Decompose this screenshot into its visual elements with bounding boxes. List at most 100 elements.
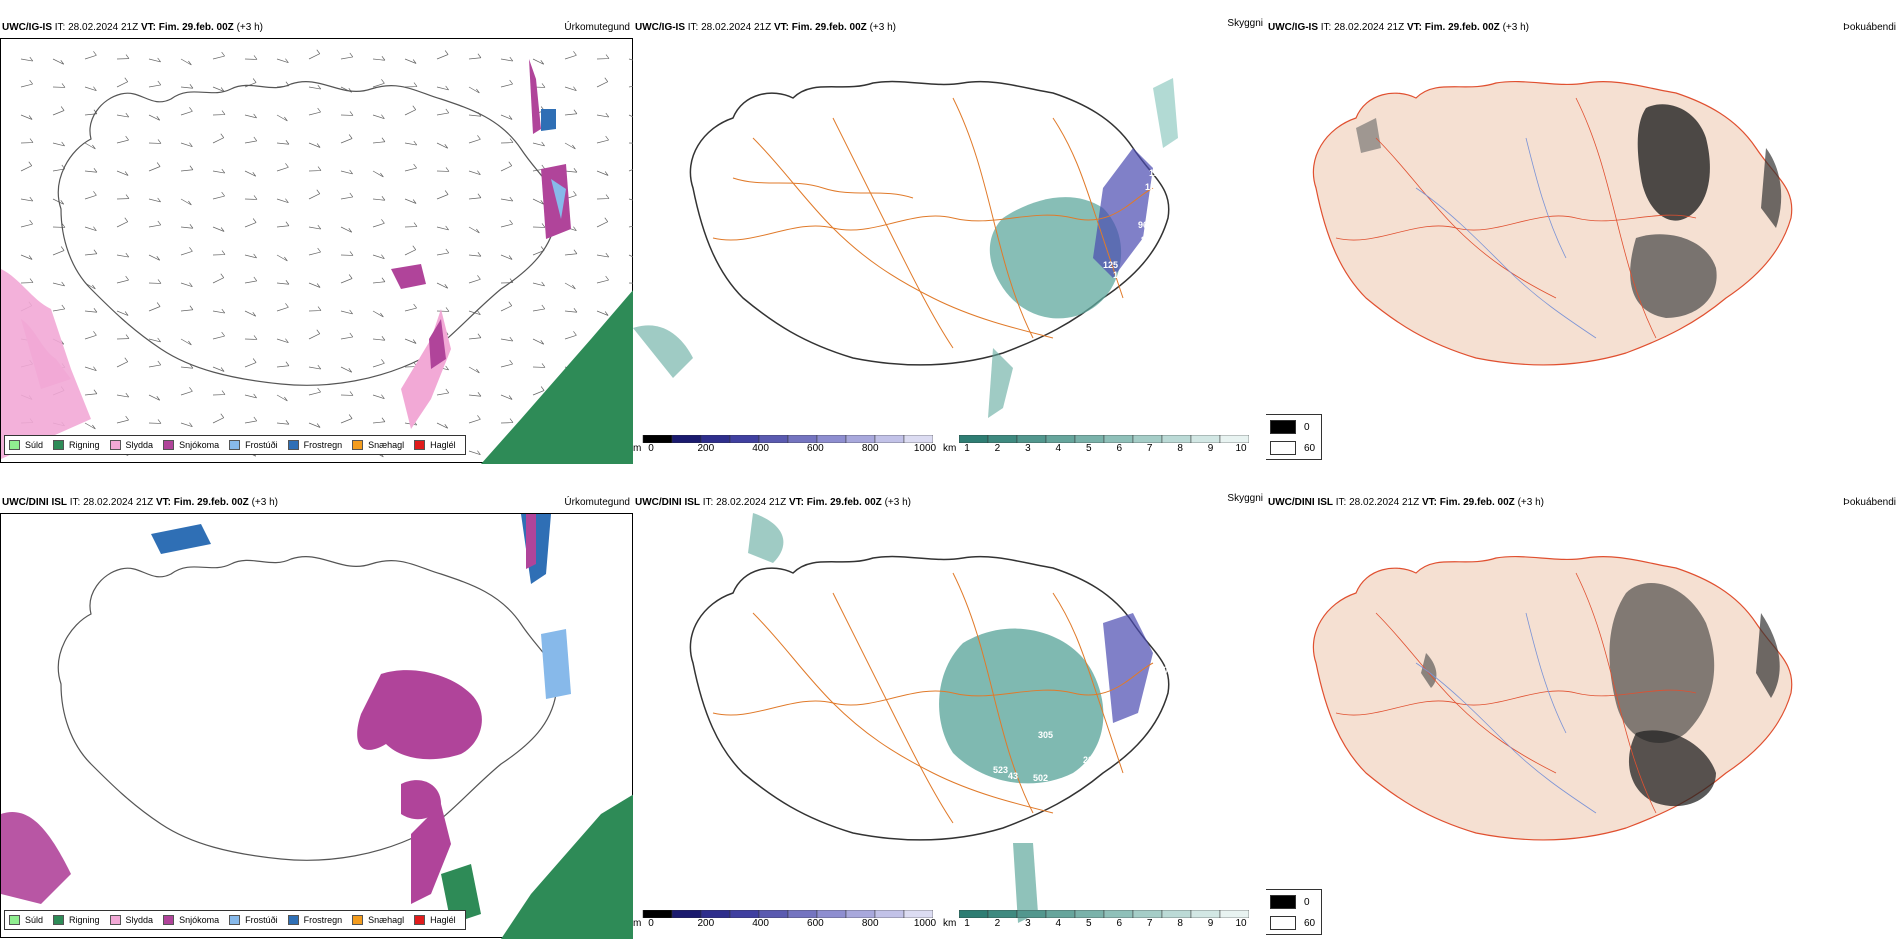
legend-item-5: Frostregn (287, 915, 342, 925)
fog-label: 0 (1304, 896, 1310, 908)
wind-barb (20, 138, 34, 144)
precip-panel-row1: UWC/IG-IS IT: 28.02.2024 21Z VT: Fim. 29… (0, 0, 633, 475)
colorbar-segment (816, 435, 847, 443)
wind-barb (436, 167, 450, 172)
fog-legend-row: 0 (1270, 418, 1316, 436)
wind-barb (84, 389, 98, 396)
vt-label: VT: (773, 22, 789, 33)
colorbar-segment (671, 910, 702, 918)
wind-barb (308, 84, 322, 90)
wind-barb (596, 170, 609, 176)
colorbar-segment (987, 435, 1018, 443)
vis-colorbar (959, 910, 1249, 918)
legend-swatch (287, 915, 299, 925)
wind-barb (148, 279, 162, 284)
colorbar-tick: 200 (697, 918, 715, 929)
it-label: IT: (1320, 22, 1332, 33)
wind-barb (436, 142, 449, 149)
wind-barb (372, 196, 386, 201)
init-time: 28.02.2024 21Z (1349, 497, 1420, 508)
ceiling-label: 96 (1138, 220, 1148, 230)
it-label: IT: (1335, 497, 1347, 508)
wind-barb (276, 221, 290, 228)
colorbar-segment (642, 435, 673, 443)
wind-barb (468, 392, 482, 397)
wind-barb (116, 357, 129, 368)
wind-barb (148, 139, 162, 144)
wind-barb (148, 337, 161, 343)
it-label: IT: (54, 22, 66, 33)
legend-item-7: Haglél (414, 915, 456, 925)
wind-barb (404, 338, 417, 344)
wind-barb (308, 166, 322, 172)
wind-barb (180, 224, 194, 229)
legend-item-7: Haglél (414, 440, 456, 450)
valid-time: Fim. 29.feb. 00Z (173, 497, 249, 508)
wind-barb (500, 336, 514, 342)
wind-barb (116, 310, 129, 316)
wind-barb (468, 170, 481, 176)
panel-title: Úrkomutegund (564, 22, 630, 33)
wind-barb (628, 114, 633, 118)
wind-barb (564, 142, 576, 150)
wind-barb (212, 331, 225, 340)
legend-label: Snjókoma (179, 440, 220, 450)
wind-barb (372, 79, 385, 88)
wind-barb (116, 194, 130, 200)
wind-barb (52, 83, 66, 88)
legend-label: Snæhagl (368, 915, 405, 925)
colorbar-segment (729, 435, 760, 443)
wind-barb (116, 170, 129, 176)
wind-barb (244, 113, 257, 119)
valid-time: Fim. 29.feb. 00Z (1424, 22, 1500, 33)
colorbar-tick: 4 (1055, 443, 1062, 454)
lead-time: (+3 h) (869, 22, 896, 33)
model-name: UWC/DINI ISL (1268, 497, 1333, 508)
wind-barb (276, 254, 288, 262)
legend-item-3: Snjókoma (163, 915, 219, 925)
wind-barb (276, 361, 290, 368)
wind-barb (468, 53, 482, 60)
colorbar-tick: 3 (1025, 443, 1031, 454)
wind-barb (468, 193, 482, 200)
fog-legend-row: 0 (1270, 893, 1316, 911)
ceiling-colorbar (642, 910, 933, 918)
lead-time: (+3 h) (251, 497, 278, 508)
valid-time: Fim. 29.feb. 00Z (791, 22, 867, 33)
wind-barb (52, 106, 65, 116)
wind-barb (84, 191, 97, 200)
wind-barb (244, 136, 258, 144)
wind-barb (564, 168, 578, 173)
colorbar-segment (1103, 910, 1134, 918)
wind-barb (244, 78, 257, 88)
wind-barb (436, 50, 449, 60)
ceiling-label: 88 (1141, 235, 1151, 245)
wind-barb (404, 303, 417, 312)
wind-barb (468, 415, 481, 424)
colorbar-segment (959, 910, 989, 918)
wind-barb (564, 282, 576, 290)
wind-barb (596, 135, 609, 144)
wind-barb (276, 140, 290, 145)
colorbar-segment (987, 910, 1018, 918)
vt-label: VT: (1421, 497, 1437, 508)
init-time: 28.02.2024 21Z (1334, 22, 1405, 33)
wind-barb (276, 280, 290, 285)
colorbar-tick: 5 (1085, 918, 1092, 929)
wind-barb (180, 84, 194, 89)
fog-label: 60 (1304, 917, 1316, 929)
colorbar-segment (1045, 435, 1076, 443)
wind-barb (52, 198, 65, 205)
wind-barb (340, 169, 353, 175)
legend-swatch (109, 915, 121, 925)
wind-barb (628, 198, 633, 201)
ceiling-colorbar (642, 435, 933, 443)
colorbar-segment (787, 435, 818, 443)
wind-barb (372, 394, 385, 400)
wind-barb (116, 252, 130, 258)
ceiling-label: 18 (1063, 925, 1073, 935)
wind-barb (308, 306, 322, 312)
wind-barb (212, 308, 226, 314)
legend-swatch (163, 915, 175, 925)
wind-barb (596, 217, 609, 228)
